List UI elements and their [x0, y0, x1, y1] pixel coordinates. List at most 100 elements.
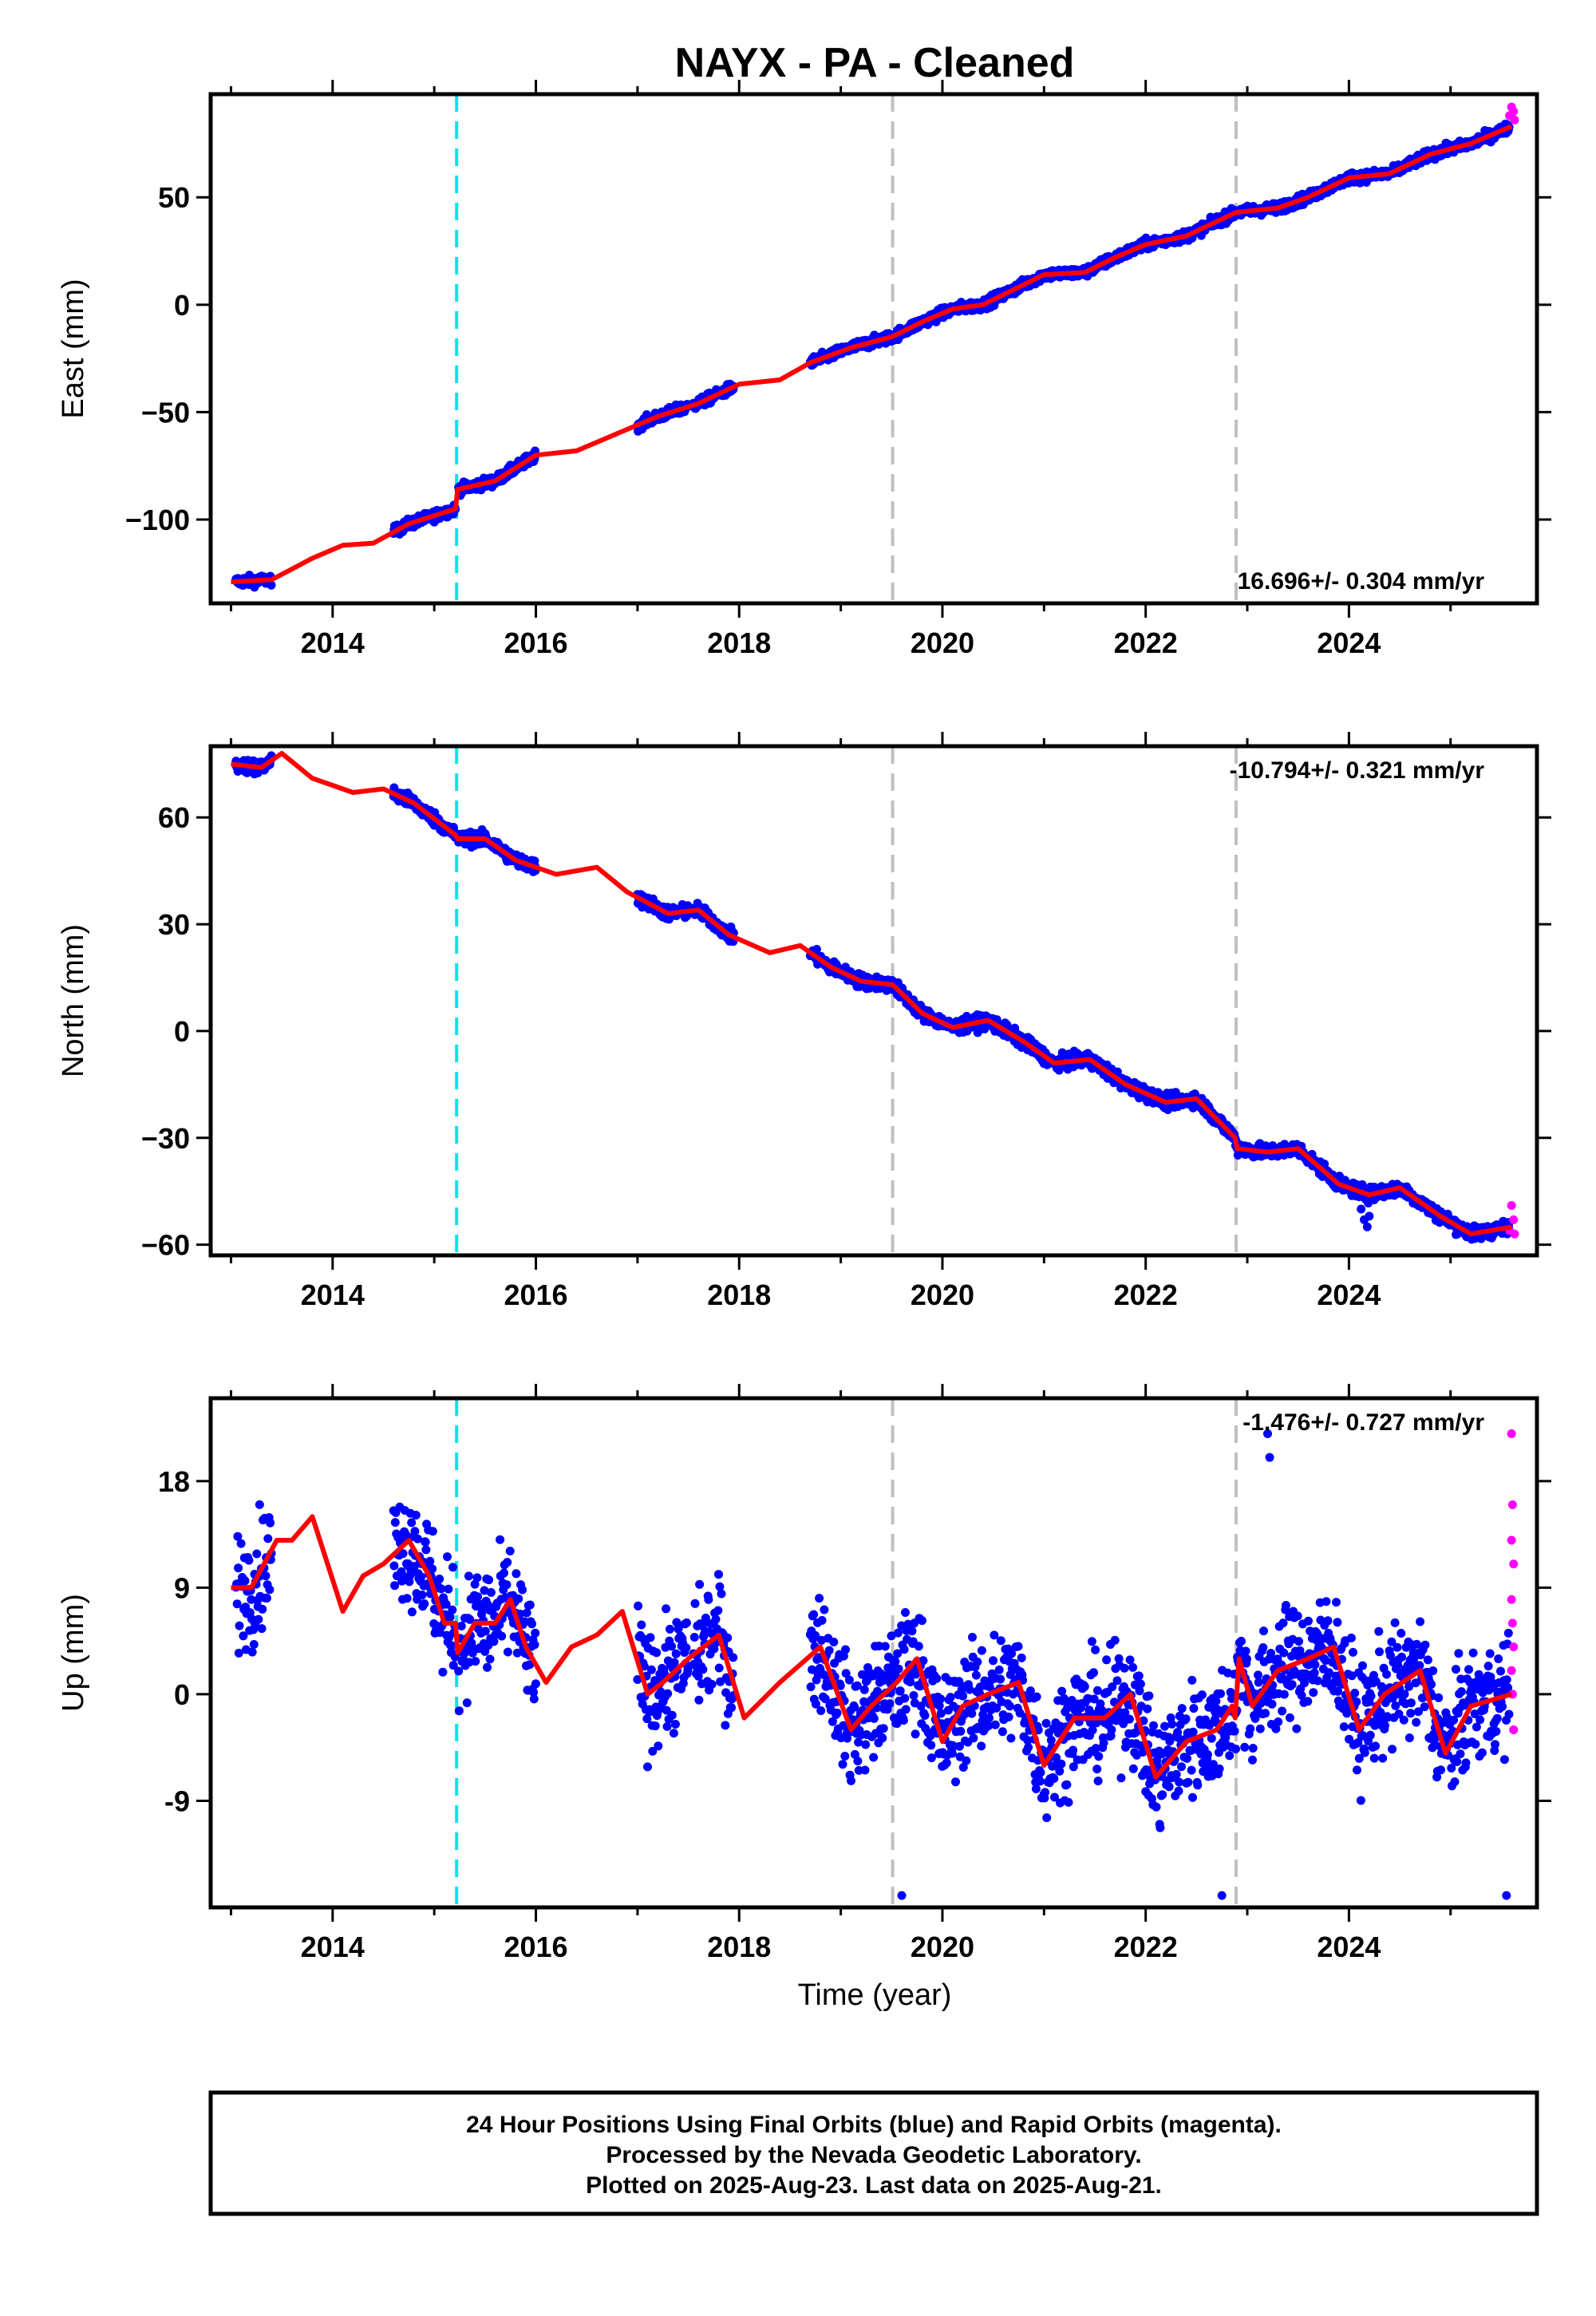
data-point: [454, 1666, 464, 1676]
data-point: [473, 1592, 483, 1602]
data-point: [879, 1724, 888, 1733]
data-point: [500, 1568, 508, 1578]
data-point: [820, 1694, 830, 1704]
data-point: [869, 1753, 879, 1762]
data-point: [729, 1653, 738, 1662]
data-point: [847, 1776, 855, 1785]
data-point: [634, 1601, 643, 1611]
data-point: [472, 1573, 482, 1583]
outlier-point: [1365, 1211, 1374, 1221]
data-point: [531, 1679, 540, 1689]
data-point: [263, 1534, 273, 1543]
data-point: [265, 1585, 275, 1595]
data-point: [646, 1665, 656, 1674]
data-point: [824, 1646, 834, 1655]
data-point: [390, 1518, 400, 1528]
data-point: [529, 1694, 539, 1704]
data-point: [462, 1698, 472, 1708]
data-point: [445, 1612, 455, 1622]
data-point: [859, 1685, 869, 1694]
data-point: [413, 1534, 422, 1543]
data-point: [411, 1511, 421, 1520]
data-point: [483, 1662, 492, 1672]
data-point: [267, 580, 276, 590]
data-point: [448, 1661, 458, 1670]
rapid-point: [1507, 1201, 1516, 1211]
data-point: [531, 1628, 540, 1638]
data-point: [717, 1589, 726, 1599]
data-point: [417, 1572, 426, 1582]
data-point: [443, 1552, 452, 1562]
data-point: [456, 1622, 466, 1630]
data-point: [689, 1633, 699, 1642]
data-point: [234, 1648, 243, 1658]
data-point: [435, 1575, 444, 1583]
data-point: [652, 1648, 662, 1658]
data-point: [421, 1545, 431, 1555]
data-point: [447, 1641, 456, 1650]
data-point: [518, 1585, 527, 1595]
data-point: [410, 1527, 420, 1536]
data-point: [670, 1658, 679, 1667]
x-tick-label: 2022: [1114, 1279, 1178, 1311]
data-point: [398, 1549, 408, 1559]
data-point: [254, 1614, 263, 1624]
data-point: [643, 1762, 652, 1772]
data-point: [714, 1663, 724, 1673]
data-point: [407, 1518, 417, 1528]
data-point: [234, 1563, 243, 1573]
y-tick-label: 50: [158, 181, 190, 214]
data-point: [249, 1640, 259, 1649]
data-point: [642, 1714, 652, 1724]
y-tick-label: −50: [141, 396, 190, 429]
data-point: [721, 1721, 730, 1730]
data-point: [525, 1600, 535, 1610]
data-point: [693, 1671, 703, 1681]
data-point: [840, 1752, 850, 1761]
data-point: [811, 1699, 820, 1709]
data-point: [441, 1599, 451, 1609]
data-point: [654, 1741, 663, 1751]
data-point: [633, 1675, 642, 1684]
rapid-point: [1509, 1215, 1519, 1224]
data-point: [255, 1500, 264, 1509]
data-point: [407, 1607, 417, 1617]
data-point: [681, 1643, 691, 1653]
data-point: [637, 1620, 646, 1630]
data-point: [854, 1737, 863, 1747]
model-fit-line: [231, 124, 1513, 585]
data-point: [421, 1537, 430, 1547]
data-point: [895, 1686, 905, 1696]
data-point: [650, 1721, 660, 1731]
data-point: [829, 1638, 839, 1646]
data-point: [448, 1605, 457, 1614]
rapid-point: [1510, 115, 1519, 124]
plot-area: [231, 94, 1519, 603]
data-point: [892, 1719, 902, 1729]
data-point: [244, 1555, 254, 1565]
data-point: [489, 1637, 499, 1646]
data-point: [519, 1617, 529, 1626]
data-point: [505, 1547, 515, 1555]
data-point: [471, 1657, 480, 1666]
data-point: [529, 1688, 539, 1697]
data-point: [252, 1549, 262, 1559]
data-point: [816, 1635, 826, 1645]
data-point: [694, 1695, 704, 1705]
data-point: [480, 1586, 489, 1595]
data-point: [258, 1604, 267, 1614]
data-point: [869, 1713, 879, 1723]
y-tick-label: 60: [158, 801, 190, 834]
data-point: [811, 1630, 820, 1640]
data-point: [838, 1760, 847, 1769]
data-point: [861, 1740, 871, 1749]
data-point: [714, 1570, 723, 1579]
data-point: [512, 1648, 522, 1658]
y-tick-label: 30: [158, 908, 190, 941]
x-tick-label: 2024: [1317, 626, 1381, 659]
y-tick-label: −30: [141, 1122, 190, 1155]
data-point: [682, 1618, 691, 1627]
data-point: [486, 1587, 496, 1597]
model-fit-line: [231, 750, 1512, 1237]
